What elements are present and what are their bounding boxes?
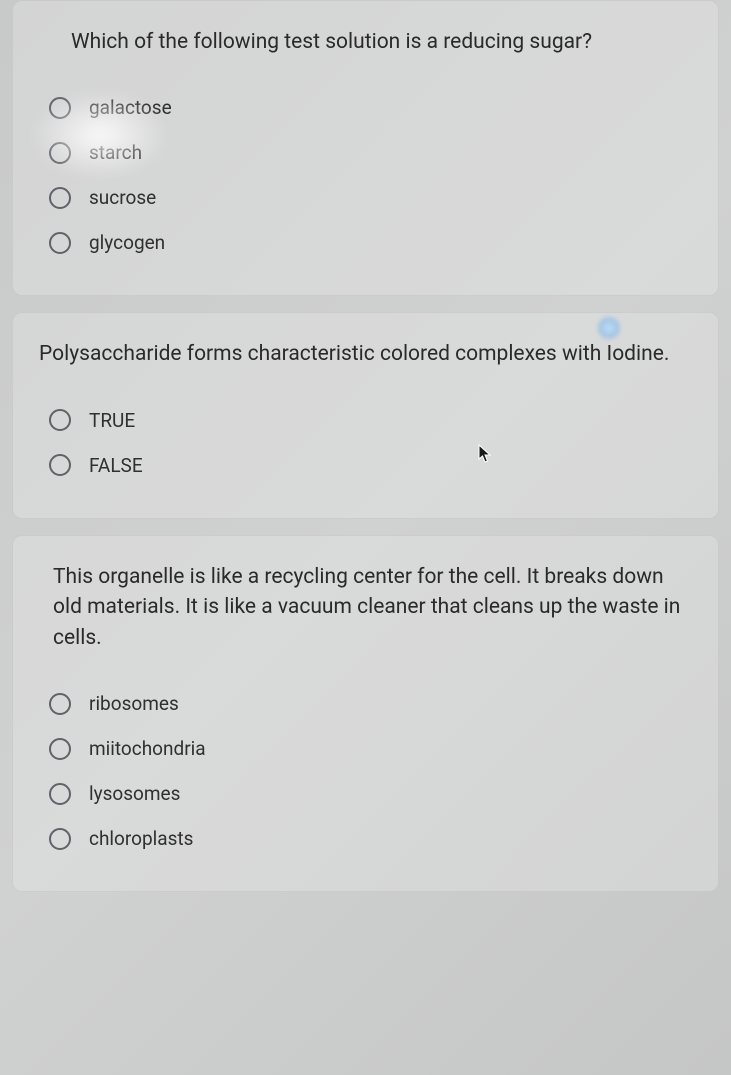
option-label: TRUE: [89, 409, 135, 432]
question-card-3: This organelle is like a recycling cente…: [12, 535, 719, 892]
radio-icon[interactable]: [49, 454, 71, 476]
option-row[interactable]: lysosomes: [37, 771, 694, 816]
option-label: glycogen: [89, 231, 165, 254]
option-label: galactose: [89, 96, 172, 119]
question-prompt: Polysaccharide forms characteristic colo…: [37, 339, 694, 369]
option-row[interactable]: miitochondria: [37, 726, 694, 771]
option-row[interactable]: sucrose: [37, 175, 694, 220]
radio-icon[interactable]: [49, 783, 71, 805]
radio-icon[interactable]: [49, 738, 71, 760]
option-row[interactable]: chloroplasts: [37, 816, 694, 861]
radio-icon[interactable]: [49, 409, 71, 431]
radio-icon[interactable]: [49, 187, 71, 209]
option-label: ribosomes: [89, 692, 179, 715]
option-row[interactable]: ribosomes: [37, 681, 694, 726]
option-label: FALSE: [89, 454, 143, 477]
option-row[interactable]: FALSE: [37, 443, 694, 488]
option-label: starch: [89, 141, 142, 164]
question-prompt: This organelle is like a recycling cente…: [37, 562, 694, 653]
question-prompt: Which of the following test solution is …: [37, 27, 694, 57]
option-row[interactable]: TRUE: [37, 398, 694, 443]
option-label: miitochondria: [89, 737, 206, 760]
radio-icon[interactable]: [49, 828, 71, 850]
question-card-2: Polysaccharide forms characteristic colo…: [12, 312, 719, 518]
option-label: chloroplasts: [89, 827, 193, 850]
radio-icon[interactable]: [49, 232, 71, 254]
radio-icon[interactable]: [49, 142, 71, 164]
option-label: lysosomes: [89, 782, 180, 805]
option-label: sucrose: [89, 186, 156, 209]
radio-icon[interactable]: [49, 693, 71, 715]
option-row[interactable]: glycogen: [37, 220, 694, 265]
option-row[interactable]: starch: [37, 130, 694, 175]
option-row[interactable]: galactose: [37, 85, 694, 130]
question-card-1: Which of the following test solution is …: [12, 0, 719, 296]
radio-icon[interactable]: [49, 97, 71, 119]
